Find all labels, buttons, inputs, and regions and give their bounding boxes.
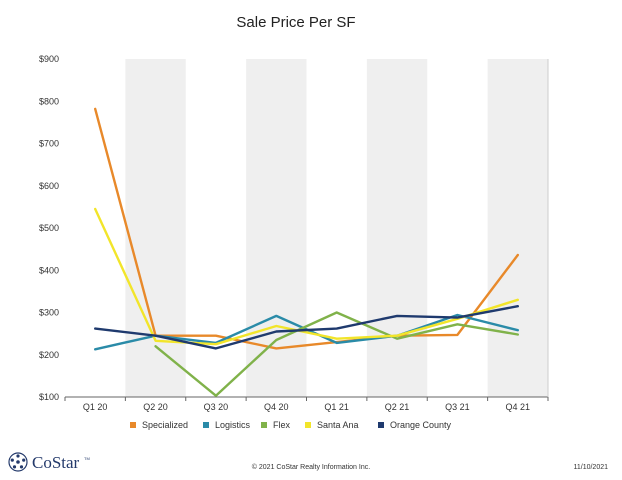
legend-label: Flex — [273, 420, 291, 430]
plot-band — [366, 59, 428, 397]
y-tick-label: $700 — [39, 139, 59, 149]
x-tick-label: Q2 20 — [143, 402, 168, 412]
legend-swatch — [130, 422, 136, 428]
costar-logo-text: CoStar — [32, 453, 80, 472]
costar-logo: CoStar TM — [8, 452, 90, 472]
costar-star-icon — [8, 452, 28, 472]
legend-swatch — [305, 422, 311, 428]
x-axis-ticks: Q1 20 Q2 20 Q3 20 Q4 20 Q1 21 Q2 21 Q3 21 Q4 21 — [83, 402, 530, 412]
plot-axes — [64, 59, 549, 401]
x-tick-label: Q3 20 — [204, 402, 229, 412]
x-tick-label: Q2 21 — [385, 402, 410, 412]
plot-band — [487, 59, 548, 397]
report-date: 11/10/2021 — [573, 464, 608, 471]
legend-swatch — [203, 422, 209, 428]
legend-swatch — [261, 422, 267, 428]
series-lines — [94, 107, 519, 397]
legend-swatch — [378, 422, 384, 428]
chart-legend: Specialized Logistics Flex Santa Ana Orange … — [130, 420, 452, 430]
copyright-text: © 2021 CoStar Realty Information Inc. — [252, 463, 370, 471]
y-tick-label: $100 — [39, 392, 59, 402]
y-axis-ticks: $100 $200 $300 $400 $500 $600 $700 $800 $900 — [39, 54, 59, 402]
y-tick-label: $400 — [39, 265, 59, 275]
x-tick-label: Q4 20 — [264, 402, 289, 412]
y-tick-label: $900 — [39, 54, 59, 64]
legend-label: Logistics — [215, 420, 251, 430]
plot-bands — [125, 59, 548, 397]
y-tick-label: $800 — [39, 96, 59, 106]
x-tick-label: Q1 20 — [83, 402, 108, 412]
y-tick-label: $600 — [39, 181, 59, 191]
y-tick-label: $200 — [39, 350, 59, 360]
y-tick-label: $500 — [39, 223, 59, 233]
chart-title: Sale Price Per SF — [236, 14, 355, 31]
series-line-flex — [154, 311, 519, 397]
legend-label: Santa Ana — [317, 420, 359, 430]
series-line-orange-county — [94, 305, 519, 350]
x-tick-label: Q3 21 — [445, 402, 470, 412]
legend-label: Orange County — [390, 420, 452, 430]
series-line-santa-ana — [94, 207, 519, 346]
x-tick-label: Q1 21 — [324, 402, 349, 412]
costar-logo-tm: TM — [84, 456, 90, 461]
legend-label: Specialized — [142, 420, 188, 430]
y-tick-label: $300 — [39, 308, 59, 318]
x-tick-label: Q4 21 — [506, 402, 531, 412]
